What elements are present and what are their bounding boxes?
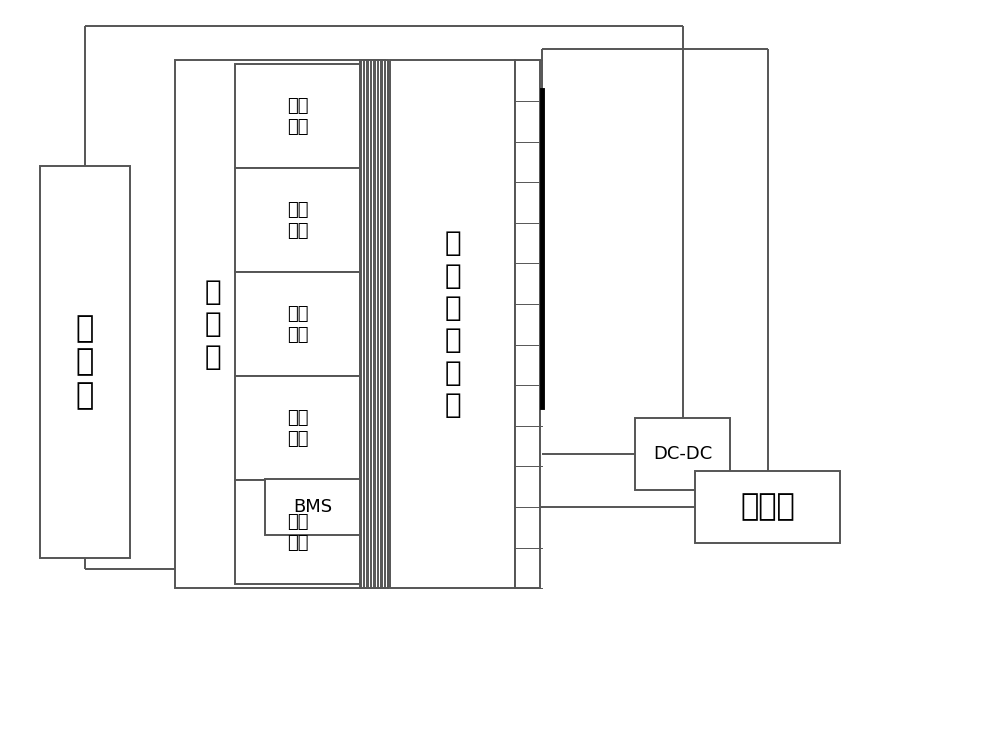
Text: 电池
单元: 电池 单元 (287, 513, 308, 552)
Bar (235, 64, 360, 168)
Text: 充
电
机: 充 电 机 (76, 314, 94, 410)
Bar (515, 60, 540, 588)
Text: 电
池
组: 电 池 组 (205, 277, 221, 371)
Text: 电池
单元: 电池 单元 (287, 97, 308, 136)
Text: 控制器: 控制器 (740, 492, 795, 522)
Bar (265, 479, 360, 535)
Bar (390, 60, 515, 588)
Bar (235, 168, 360, 272)
Text: BMS: BMS (293, 498, 332, 516)
Bar (40, 166, 130, 558)
Text: 电池
单元: 电池 单元 (287, 201, 308, 240)
Bar (175, 60, 385, 588)
Bar (360, 60, 388, 588)
Text: 电池
单元: 电池 单元 (287, 409, 308, 448)
Bar (235, 376, 360, 480)
Text: 多
路
控
制
开
关: 多 路 控 制 开 关 (444, 229, 461, 419)
Bar (635, 418, 730, 490)
Text: DC-DC: DC-DC (653, 446, 712, 463)
Bar (695, 471, 840, 543)
Bar (235, 272, 360, 376)
Text: 电池
单元: 电池 单元 (287, 305, 308, 344)
Bar (235, 480, 360, 584)
